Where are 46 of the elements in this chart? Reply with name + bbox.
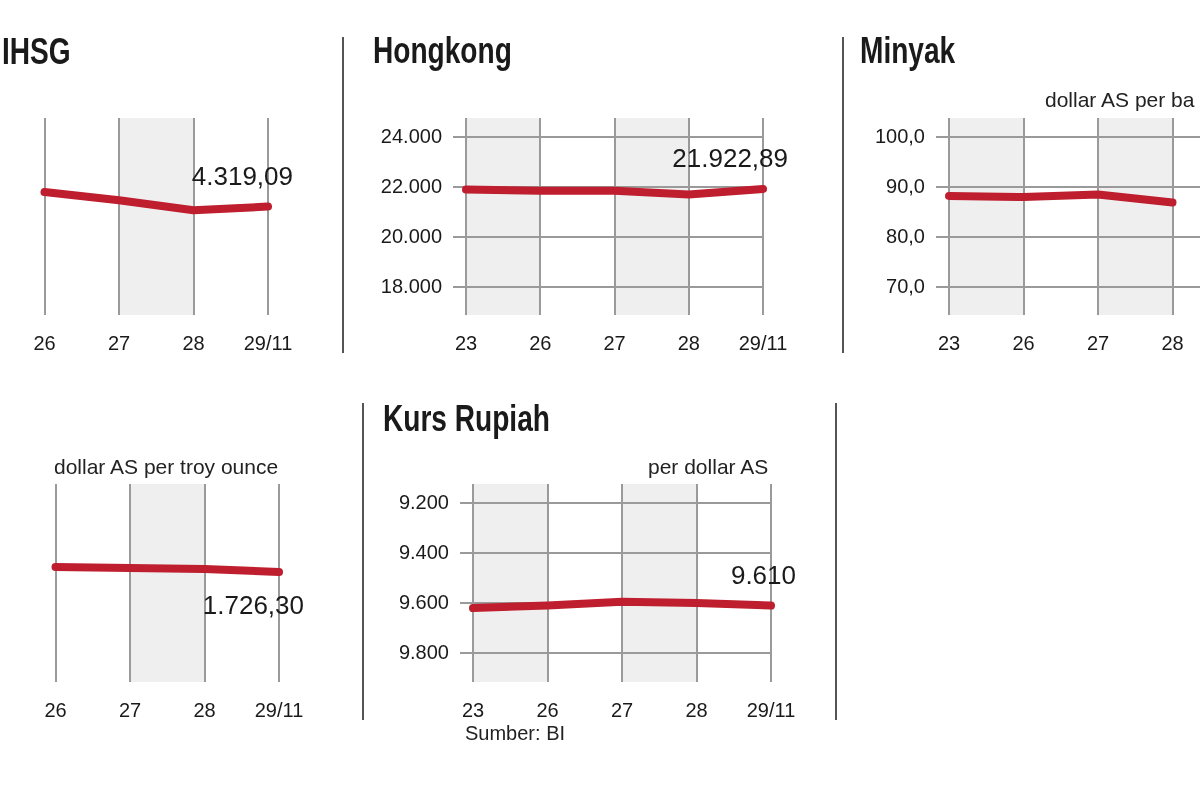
chart-title: Minyak [860, 30, 956, 71]
x-tick-label: 26 [536, 698, 559, 721]
x-tick-label: 26 [33, 331, 56, 354]
y-tick-label: 80,0 [886, 224, 925, 247]
y-tick-label: 9.800 [398, 640, 449, 663]
x-tick-label: 28 [193, 698, 216, 721]
chart-subtitle: dollar AS per troy ounce [54, 455, 279, 478]
x-tick-label: 28 [685, 698, 708, 721]
x-tick-label: 27 [610, 698, 634, 721]
x-tick-label: 27 [118, 698, 142, 721]
x-tick-label: 28 [182, 331, 205, 354]
y-tick-label: 9.600 [398, 590, 449, 613]
text: 1.726,30 [202, 590, 304, 621]
y-tick-label: 9.400 [398, 540, 449, 563]
chart-title: Kurs Rupiah [383, 398, 550, 439]
x-tick-label: 28 [677, 331, 700, 354]
x-tick-label: 26 [529, 331, 552, 354]
x-tick-label: 27 [603, 331, 626, 354]
y-tick-label: 90,0 [886, 174, 925, 197]
text: 4.319,09 [191, 160, 293, 191]
x-tick-label: 29/11 [738, 331, 788, 354]
y-tick-label: 18.000 [380, 274, 442, 297]
y-tick-label: 100,0 [874, 124, 925, 147]
chart-title: IHSG [2, 31, 71, 72]
chart-subtitle: dollar AS per ba [1045, 88, 1195, 111]
x-tick-label: 28 [1161, 331, 1184, 354]
y-tick-label: 20.000 [380, 224, 442, 247]
x-tick-label: 23 [454, 331, 478, 354]
x-tick-label: 27 [107, 331, 131, 354]
chart-title: Hongkong [373, 30, 512, 71]
x-tick-label: 29/11 [243, 331, 293, 354]
y-tick-label: 9.200 [398, 490, 449, 513]
text: Sumber: BI [465, 722, 566, 744]
y-tick-label: 24.000 [380, 124, 442, 147]
y-tick-label: 70,0 [886, 274, 925, 297]
x-tick-label: 29/11 [746, 698, 796, 721]
x-tick-label: 26 [44, 698, 67, 721]
x-tick-label: 23 [461, 698, 485, 721]
chart-subtitle: per dollar AS [648, 455, 769, 478]
y-tick-label: 22.000 [380, 174, 442, 197]
x-tick-label: 27 [1086, 331, 1110, 354]
x-tick-label: 23 [937, 331, 961, 354]
data-label: 9.610 [730, 559, 796, 590]
x-tick-label: 29/11 [254, 698, 304, 721]
x-tick-label: 26 [1012, 331, 1035, 354]
data-label: 21.922,89 [672, 143, 788, 174]
